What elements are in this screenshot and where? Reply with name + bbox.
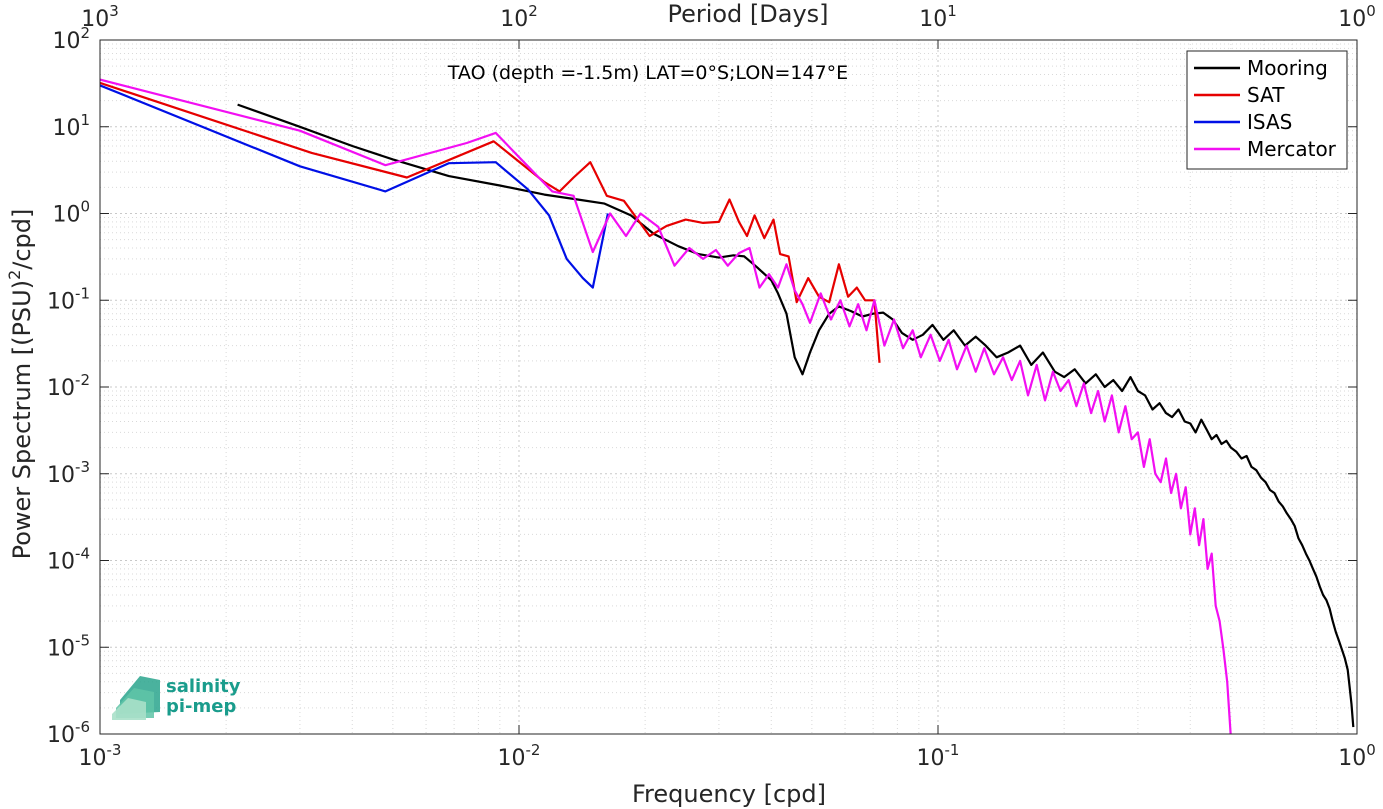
y-axis-title-sup: 2 <box>5 270 24 280</box>
y-tick-base: 10 <box>47 376 75 401</box>
x2-tick-base: 10 <box>500 7 528 32</box>
x2-tick-exp: 3 <box>109 2 119 20</box>
ticks-layer <box>99 39 1358 735</box>
y-tick-label: 10-2 <box>47 371 90 401</box>
x-tick-exp: 0 <box>1366 741 1376 759</box>
x2-tick-exp: 2 <box>528 2 538 20</box>
x-tick-exp: -3 <box>107 741 122 759</box>
y-tick-exp: 2 <box>80 24 90 42</box>
y-tick-label: 100 <box>52 198 90 228</box>
series-layer <box>100 78 1355 734</box>
x2-tick-label: 100 <box>1338 2 1376 32</box>
x2-tick-label: 103 <box>81 2 119 32</box>
x-tick-exp: -1 <box>945 741 960 759</box>
x2-tick-exp: 1 <box>947 2 957 20</box>
y-tick-base: 10 <box>47 723 75 748</box>
y-tick-label: 102 <box>52 24 90 54</box>
x-tick-exp: -2 <box>526 741 541 759</box>
legend-label-mercator: Mercator <box>1247 137 1337 161</box>
y-tick-label: 10-6 <box>47 718 90 748</box>
x2-tick-label: 101 <box>919 2 957 32</box>
x2-tick-base: 10 <box>919 7 947 32</box>
x-tick-base: 10 <box>917 746 945 771</box>
y-tick-base: 10 <box>47 636 75 661</box>
y-tick-base: 10 <box>52 116 80 141</box>
x-tick-base: 10 <box>79 746 107 771</box>
y-tick-label: 101 <box>52 111 90 141</box>
legend-label-mooring: Mooring <box>1247 56 1328 80</box>
y-tick-base: 10 <box>47 289 75 314</box>
logo-wave-icon <box>112 676 160 720</box>
y-tick-label: 10-5 <box>47 631 90 661</box>
y-tick-base: 10 <box>52 29 80 54</box>
y-tick-base: 10 <box>47 550 75 575</box>
x-tick-base: 10 <box>1338 746 1366 771</box>
y-tick-exp: -2 <box>75 371 90 389</box>
y-tick-exp: 0 <box>80 198 90 216</box>
y-tick-exp: -5 <box>75 631 90 649</box>
legend-label-sat: SAT <box>1247 83 1285 107</box>
legend: Mooring SAT ISAS Mercator <box>1186 50 1348 170</box>
series-line-isas <box>100 84 609 289</box>
y-tick-base: 10 <box>52 203 80 228</box>
y-tick-exp: -1 <box>75 284 90 302</box>
y-tick-exp: -4 <box>75 545 90 563</box>
series-line-mercator <box>100 78 1232 734</box>
minor-grid <box>100 40 1357 734</box>
logo-text-line1: salinity <box>166 676 241 697</box>
y-tick-exp: -6 <box>75 718 90 736</box>
y-axis-title-tail: /cpd] <box>8 209 36 270</box>
y-tick-label: 10-3 <box>47 458 90 488</box>
salinity-pi-mep-logo: salinity pi-mep <box>112 676 241 720</box>
y-tick-exp: -3 <box>75 458 90 476</box>
logo-text-line2: pi-mep <box>166 696 236 717</box>
y-tick-label: 10-4 <box>47 545 90 575</box>
y-tick-exp: 1 <box>80 111 90 129</box>
legend-label-isas: ISAS <box>1247 110 1292 134</box>
x-axis-title: Frequency [cpd] <box>632 780 826 808</box>
x-tick-base: 10 <box>498 746 526 771</box>
x2-axis-title: Period [Days] <box>667 0 828 28</box>
y-tick-label: 10-1 <box>47 284 90 314</box>
x-tick-label: 10-1 <box>917 741 960 771</box>
x2-tick-base: 10 <box>81 7 109 32</box>
series-line-sat <box>100 81 881 363</box>
x2-tick-label: 102 <box>500 2 538 32</box>
y-tick-base: 10 <box>47 463 75 488</box>
x2-tick-exp: 0 <box>1366 2 1376 20</box>
y-axis-title-base: Power Spectrum [(PSU) <box>8 280 36 559</box>
x2-tick-base: 10 <box>1338 7 1366 32</box>
x-tick-label: 10-2 <box>498 741 541 771</box>
y-axis-title: Power Spectrum [(PSU)2/cpd] <box>5 209 36 560</box>
x-tick-label: 100 <box>1338 741 1376 771</box>
station-annotation: TAO (depth =-1.5m) LAT=0°S;LON=147°E <box>447 62 848 84</box>
x-tick-label: 10-3 <box>79 741 122 771</box>
series-line-mooring <box>237 103 1355 728</box>
